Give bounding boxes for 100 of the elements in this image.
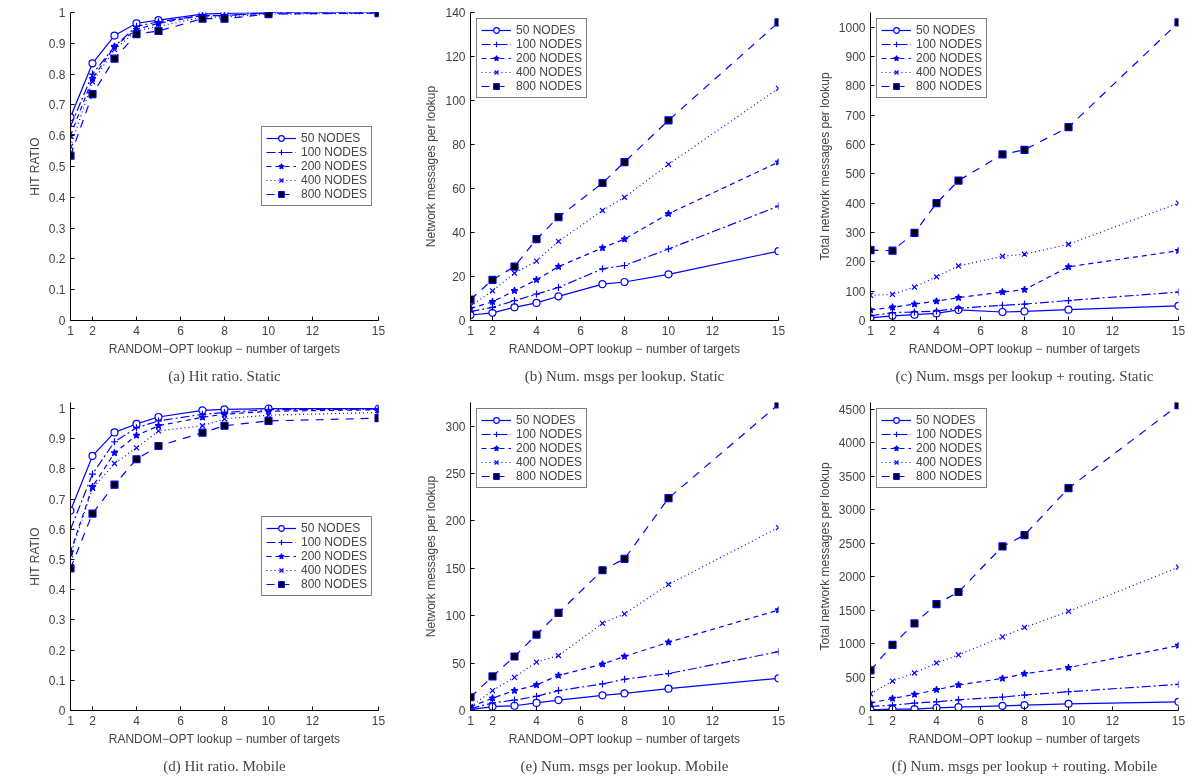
y-tick-label: 200 (845, 255, 866, 270)
y-tick-label: 2000 (838, 570, 866, 585)
x-tick-label: 2 (889, 713, 897, 728)
x-tick-label: 10 (1061, 323, 1076, 338)
x-tick-label: 2 (89, 713, 97, 728)
y-tick-label: 0.3 (48, 221, 66, 236)
legend-label: 100 NODES (916, 427, 983, 441)
y-tick-label: 50 (452, 656, 466, 671)
x-tick-label: 10 (261, 713, 276, 728)
y-tick-label: 0.2 (48, 643, 66, 658)
x-tick-label: 15 (371, 713, 386, 728)
x-axis-title: RANDOM−OPT lookup − number of targets (108, 341, 340, 356)
legend-label: 400 NODES (300, 173, 367, 187)
legend-label: 800 NODES (300, 187, 367, 201)
y-tick-label: 140 (445, 6, 466, 20)
legend-label: 200 NODES (300, 159, 367, 173)
legend-label: 400 NODES (300, 563, 367, 577)
y-tick-label: 0.8 (48, 462, 66, 477)
x-tick-label: 10 (661, 713, 676, 728)
y-tick-label: 0.5 (48, 160, 66, 174)
legend-label: 50 NODES (300, 131, 361, 145)
legend-label: 800 NODES (516, 79, 583, 93)
y-tick-label: 20 (452, 270, 466, 284)
x-tick-label: 4 (533, 323, 541, 338)
x-axis-title: RANDOM−OPT lookup − number of targets (108, 731, 340, 746)
y-tick-label: 0 (458, 314, 466, 328)
x-tick-label: 15 (1171, 713, 1186, 728)
x-tick-label: 10 (1061, 713, 1076, 728)
text: (f) Num. msgs per lookup + routing. Mobile (891, 757, 1158, 775)
y-axis-title: Total network messages per lookup (817, 462, 832, 651)
y-tick-label: 300 (445, 419, 466, 434)
x-tick-label: 15 (771, 713, 786, 728)
y-tick-label: 2500 (838, 536, 866, 551)
x-tick-label: 4 (133, 323, 141, 338)
legend-label: 100 NODES (300, 145, 367, 159)
legend-label: 100 NODES (300, 535, 367, 549)
x-tick-label: 10 (661, 323, 676, 338)
x-tick-label: 15 (371, 323, 386, 338)
legend-label: 50 NODES (516, 413, 576, 427)
x-axis-title: RANDOM−OPT lookup − number of targets (908, 731, 1140, 746)
x-tick-label: 6 (577, 713, 585, 728)
y-tick-label: 800 (845, 79, 866, 94)
x-tick-label: 8 (1021, 323, 1029, 338)
y-tick-label: 1 (58, 402, 66, 417)
text: (e) Num. msgs per lookup. Mobile (520, 757, 729, 775)
y-tick-label: 1500 (838, 603, 866, 618)
legend-label: 200 NODES (516, 51, 583, 65)
y-axis-title: Total network messages per lookup (817, 72, 832, 261)
x-tick-label: 12 (705, 323, 720, 338)
x-tick-label: 6 (577, 323, 585, 338)
text: (b) Num. msgs per lookup. Static (524, 367, 725, 385)
legend-label: 400 NODES (516, 455, 583, 469)
y-tick-label: 100 (845, 284, 866, 299)
x-tick-label: 4 (133, 713, 141, 728)
y-tick-label: 400 (845, 196, 866, 211)
x-tick-label: 6 (977, 713, 985, 728)
y-tick-label: 4000 (838, 436, 866, 451)
legend-label: 200 NODES (916, 441, 983, 455)
x-tick-label: 12 (1105, 323, 1120, 338)
x-tick-label: 2 (489, 713, 497, 728)
y-tick-label: 0.7 (48, 98, 66, 113)
x-tick-label: 6 (177, 713, 185, 728)
y-tick-label: 500 (845, 167, 866, 182)
y-tick-label: 0 (858, 704, 866, 718)
y-tick-label: 100 (445, 94, 466, 108)
x-tick-label: 15 (1171, 323, 1186, 338)
x-tick-label: 8 (621, 713, 629, 728)
y-axis-title: Network messages per lookup (424, 85, 439, 248)
y-tick-label: 80 (452, 138, 466, 152)
x-tick-label: 12 (705, 713, 720, 728)
x-tick-label: 2 (889, 323, 897, 338)
y-tick-label: 0.8 (48, 67, 66, 82)
y-tick-label: 200 (445, 514, 466, 529)
y-tick-label: 1 (58, 6, 66, 20)
y-tick-label: 0.9 (48, 432, 66, 447)
x-tick-label: 2 (89, 323, 97, 338)
legend-label: 800 NODES (916, 79, 983, 93)
x-tick-label: 15 (771, 323, 786, 338)
y-tick-label: 0.2 (48, 252, 66, 267)
legend-label: 400 NODES (516, 65, 583, 79)
y-tick-label: 3500 (838, 469, 866, 484)
y-tick-label: 0.1 (48, 673, 66, 688)
y-tick-label: 600 (845, 138, 866, 152)
legend-label: 400 NODES (916, 455, 983, 469)
y-axis-title: HIT RATIO (27, 527, 42, 586)
y-tick-label: 0.1 (48, 283, 66, 298)
y-tick-label: 120 (445, 50, 466, 64)
legend-label: 100 NODES (516, 37, 583, 51)
x-tick-label: 8 (221, 713, 229, 728)
text: (d) Hit ratio. Mobile (163, 757, 287, 775)
legend-label: 800 NODES (300, 577, 367, 591)
y-tick-label: 0 (58, 314, 66, 328)
x-tick-label: 12 (305, 323, 320, 338)
x-tick-label: 8 (1021, 713, 1029, 728)
y-axis-title: Network messages per lookup (424, 475, 439, 638)
x-axis-title: RANDOM−OPT lookup − number of targets (908, 341, 1140, 356)
legend-label: 50 NODES (516, 23, 576, 37)
x-tick-label: 4 (533, 713, 541, 728)
y-tick-label: 0 (58, 704, 66, 718)
y-tick-label: 0 (858, 314, 866, 328)
